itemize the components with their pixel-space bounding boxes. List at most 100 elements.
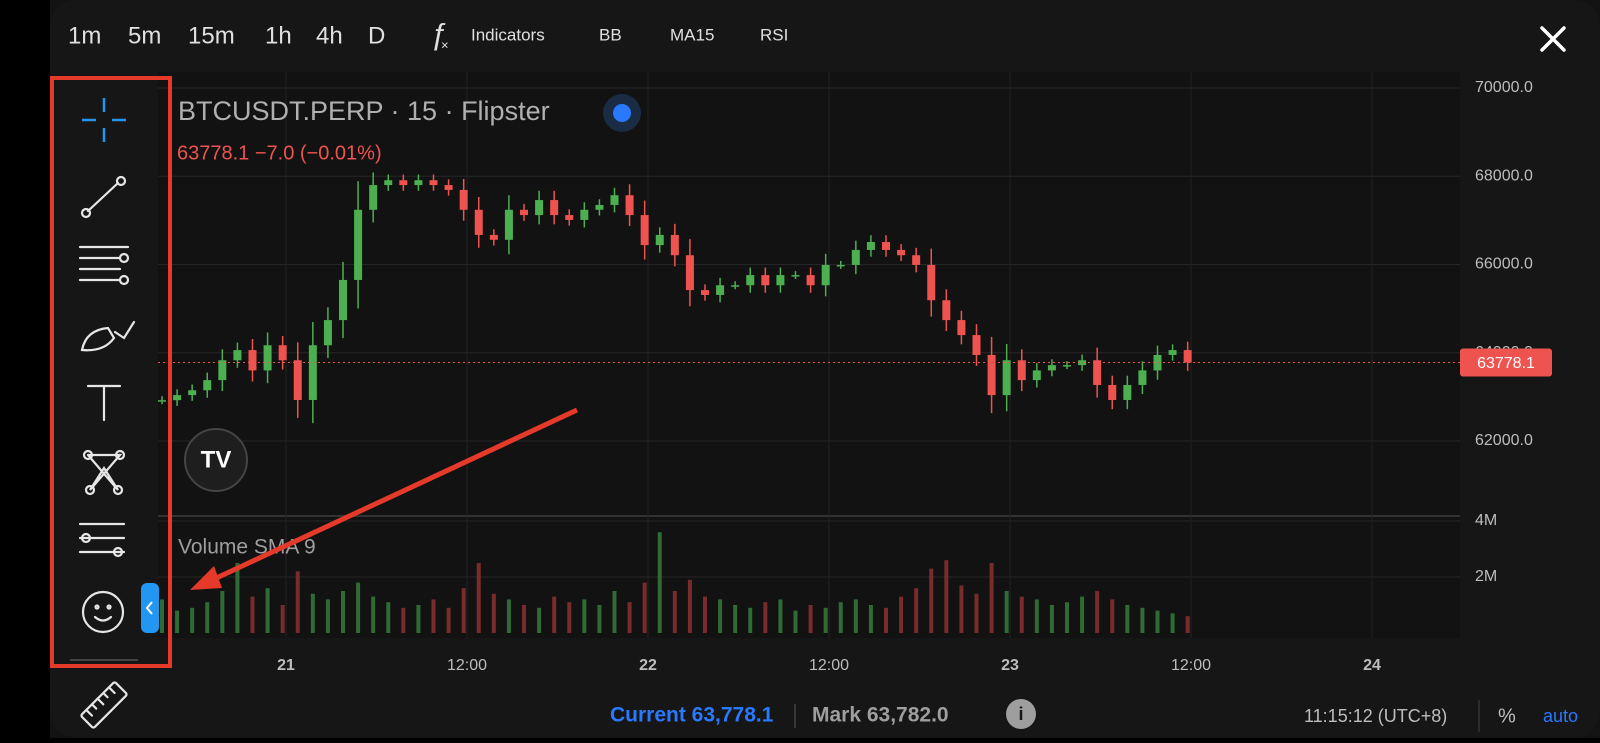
candle [1078, 360, 1087, 366]
emoji-tool[interactable] [81, 590, 125, 634]
plot-area [158, 72, 1460, 638]
interval-button[interactable]: D [368, 22, 385, 49]
volume-bar [235, 563, 240, 633]
volume-bar [838, 602, 843, 633]
volume-bar [537, 607, 542, 633]
highlight-box [50, 76, 172, 668]
volume-bar [703, 596, 707, 633]
prediction-tool[interactable] [78, 522, 126, 558]
info-button[interactable] [1006, 699, 1036, 729]
interval-button[interactable]: 1h [265, 22, 292, 49]
ruler-tool[interactable] [80, 681, 128, 729]
volume-bar [597, 605, 602, 633]
volume-bar [959, 585, 964, 633]
volume-bar [386, 602, 391, 633]
candle [504, 209, 513, 240]
candle [716, 285, 725, 295]
x-tick-label: 12:00 [447, 657, 487, 674]
candle [806, 275, 815, 286]
volume-bar [823, 607, 828, 633]
close-button[interactable] [1540, 26, 1566, 52]
volume-bar [778, 599, 783, 633]
volume-bar [612, 591, 617, 633]
volume-bar [356, 582, 361, 633]
axis-labels: 70000.068000.066000.064000.062000.04M2M2… [277, 79, 1552, 674]
volume-bar [748, 607, 753, 633]
volume-bar [1080, 596, 1085, 633]
volume-bars [160, 532, 1190, 633]
candle [203, 380, 212, 391]
collapse-toggle[interactable] [141, 583, 159, 633]
tv-logo[interactable] [184, 428, 248, 492]
candle [248, 350, 257, 371]
mark-price: Mark 63,782.0 [812, 704, 949, 727]
volume-bar [341, 591, 345, 633]
candle [429, 180, 438, 186]
brush-tool[interactable] [80, 320, 136, 352]
candle [851, 249, 860, 265]
volume-bar [582, 599, 587, 633]
study-button[interactable]: RSI [760, 25, 788, 44]
toolbar: 1m 5m 15m 1h 4h D [68, 22, 385, 49]
volume-bar [371, 596, 376, 633]
volume-bar [1004, 591, 1009, 633]
candle [188, 390, 197, 396]
candle [339, 279, 347, 321]
candle [821, 264, 830, 286]
volume-bar [220, 591, 225, 633]
volume-bar [944, 560, 949, 633]
interval-button[interactable]: 1m [68, 22, 101, 49]
volume-bar [687, 579, 692, 633]
volume-bar [295, 571, 300, 633]
candle [1047, 365, 1056, 371]
y-tick-label: 70000.0 [1475, 79, 1533, 96]
candle [912, 255, 921, 265]
volume-bar [1065, 602, 1069, 633]
volume-bar [884, 607, 888, 633]
candle [882, 241, 890, 250]
volume-bar [552, 596, 557, 633]
volume-bar [733, 605, 738, 633]
crosshair-tool[interactable] [82, 98, 126, 142]
candle [233, 350, 242, 361]
trendline-tool[interactable] [80, 175, 127, 219]
volume-bar [160, 599, 164, 633]
candle [384, 180, 393, 186]
volume-bar [265, 588, 270, 633]
candle [1123, 384, 1132, 400]
volume-bar [250, 596, 255, 633]
percent-toggle[interactable]: % [1498, 705, 1516, 727]
interval-button[interactable]: 15m [188, 22, 235, 49]
volume-bar [672, 591, 677, 633]
candle [263, 345, 272, 371]
candle [1153, 354, 1162, 371]
volume-bar [657, 532, 662, 633]
volume-bar [853, 599, 858, 633]
candle [1002, 360, 1011, 396]
candle [701, 290, 709, 295]
text-tool[interactable] [86, 384, 122, 422]
study-button[interactable]: MA15 [670, 25, 714, 44]
fib-tool[interactable] [78, 245, 130, 286]
candle [1183, 350, 1192, 363]
interval-button[interactable]: 4h [316, 22, 343, 49]
candle [1063, 365, 1071, 367]
x-tick-label: 22 [639, 657, 657, 674]
pattern-tool[interactable] [82, 449, 126, 496]
candle [565, 215, 574, 220]
candle [972, 335, 981, 355]
candle [369, 185, 378, 210]
status-dot [613, 104, 631, 122]
candle [1108, 384, 1117, 400]
candle [655, 234, 664, 246]
candle [354, 209, 363, 280]
candle [761, 275, 770, 286]
study-button[interactable]: BB [599, 25, 622, 44]
candle [670, 234, 679, 256]
indicators-button[interactable]: Indicators [471, 25, 545, 44]
interval-button[interactable]: 5m [128, 22, 161, 49]
auto-toggle[interactable]: auto [1543, 706, 1578, 726]
candle [535, 200, 544, 216]
fx-icon[interactable]: ƒ [430, 18, 447, 51]
x-tick-label: 23 [1001, 657, 1019, 674]
